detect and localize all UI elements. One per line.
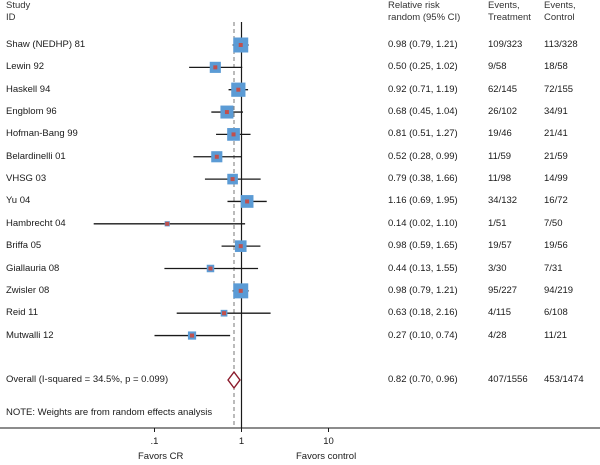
study-name: Yu 04	[6, 195, 31, 207]
study-events-control: 18/58	[544, 61, 568, 73]
header-study: Study ID	[6, 0, 30, 23]
study-ci-text: 0.44 (0.13, 1.55)	[388, 262, 458, 274]
header-events-control: Events, Control	[544, 0, 576, 23]
header-evt-line1: Events,	[488, 0, 520, 11]
study-ci-text: 0.98 (0.79, 1.21)	[388, 284, 458, 296]
favors-control-label: Favors control	[296, 451, 357, 462]
study-point-estimate	[231, 132, 236, 137]
study-events-treatment: 9/58	[488, 61, 507, 73]
x-axis-tick-label: 10	[323, 436, 334, 447]
study-events-treatment: 109/323	[488, 39, 523, 50]
study-events-treatment: 11/59	[488, 150, 512, 162]
study-events-treatment: 34/132	[488, 195, 518, 207]
study-point-estimate	[238, 43, 243, 47]
study-point-estimate	[238, 288, 243, 293]
study-events-control: 14/99	[544, 173, 568, 185]
study-point-estimate	[165, 221, 170, 226]
study-ci-text: 0.63 (0.18, 2.16)	[388, 307, 458, 319]
study-ci-text: 0.50 (0.25, 1.02)	[388, 61, 458, 73]
header-rr-line2: random (95% CI)	[388, 11, 461, 23]
study-name: Lewin 92	[6, 61, 45, 73]
study-events-treatment: 62/145	[488, 83, 518, 95]
study-name: Haskell 94	[6, 83, 51, 95]
study-ci-text: 0.27 (0.10, 0.74)	[388, 329, 458, 341]
study-events-control: 113/328	[544, 39, 578, 50]
study-events-treatment: 11/98	[488, 173, 512, 185]
study-events-treatment: 26/102	[488, 106, 518, 118]
study-name: Reid 11	[6, 307, 39, 319]
study-name: Briffa 05	[6, 240, 42, 252]
header-evc-line1: Events,	[544, 0, 576, 11]
study-events-control: 34/91	[544, 106, 568, 118]
study-point-estimate	[213, 65, 218, 70]
study-ci-text: 1.16 (0.69, 1.95)	[388, 195, 458, 207]
study-events-control: 16/72	[544, 195, 568, 207]
study-name: VHSG 03	[6, 173, 47, 185]
study-events-treatment: 19/46	[488, 128, 512, 140]
study-ci-text: 0.79 (0.38, 1.66)	[388, 173, 458, 185]
study-point-estimate	[190, 333, 195, 338]
x-axis-tick-label: 1	[239, 436, 244, 447]
study-events-control: 19/56	[544, 240, 568, 252]
header-evc-line2: Control	[544, 11, 575, 23]
study-ci-text: 0.14 (0.02, 1.10)	[388, 217, 458, 229]
study-events-treatment: 1/51	[488, 217, 507, 229]
study-name: Belardinelli 01	[6, 150, 66, 162]
weights-note: NOTE: Weights are from random effects an…	[6, 407, 213, 418]
overall-events-control: 453/1474	[544, 374, 584, 385]
study-point-estimate	[236, 87, 241, 92]
study-events-control: 7/50	[544, 217, 563, 229]
overall-diamond	[227, 370, 241, 390]
overall-label: Overall (I-squared = 34.5%, p = 0.099)	[6, 374, 169, 385]
study-name: Hofman-Bang 99	[6, 128, 78, 140]
study-events-control: 7/31	[544, 262, 563, 274]
header-events-treatment: Events, Treatment	[488, 0, 531, 23]
study-point-estimate	[245, 199, 250, 204]
study-events-control: 6/108	[544, 307, 568, 319]
study-events-treatment: 4/28	[488, 329, 507, 341]
x-axis-tick-label: .1	[151, 436, 159, 447]
study-events-control: 94/219	[544, 284, 574, 296]
study-name: Hambrecht 04	[6, 217, 66, 229]
study-point-estimate	[208, 266, 213, 271]
study-name: Giallauria 08	[6, 262, 60, 274]
overall-ci-text: 0.82 (0.70, 0.96)	[388, 374, 458, 385]
header-evt-line2: Treatment	[488, 11, 531, 23]
study-ci-text: 0.98 (0.59, 1.65)	[388, 240, 458, 252]
study-events-control: 21/41	[544, 128, 568, 140]
study-point-estimate	[230, 177, 235, 182]
study-ci-text: 0.68 (0.45, 1.04)	[388, 106, 458, 118]
study-point-estimate	[238, 244, 243, 249]
study-events-treatment: 4/115	[488, 307, 512, 319]
overall-events-treatment: 407/1556	[488, 374, 528, 385]
study-ci-text: 0.52 (0.28, 0.99)	[388, 150, 458, 162]
study-events-control: 72/155	[544, 83, 574, 95]
favors-cr-label: Favors CR	[138, 451, 184, 462]
study-point-estimate	[214, 154, 219, 159]
study-events-control: 21/59	[544, 150, 568, 162]
study-name: Engblom 96	[6, 106, 57, 118]
header-study-line1: Study	[6, 0, 31, 11]
study-events-treatment: 95/227	[488, 284, 518, 296]
study-name: Mutwalli 12	[6, 329, 54, 341]
study-events-treatment: 19/57	[488, 240, 512, 252]
study-ci-text: 0.98 (0.79, 1.21)	[388, 39, 458, 50]
study-point-estimate	[224, 110, 229, 115]
study-ci-text: 0.81 (0.51, 1.27)	[388, 128, 458, 140]
study-events-treatment: 3/30	[488, 262, 507, 274]
study-events-control: 11/21	[544, 329, 568, 341]
header-relative-risk: Relative risk random (95% CI)	[388, 0, 460, 23]
study-ci-text: 0.92 (0.71, 1.19)	[388, 83, 458, 95]
header-study-line2: ID	[6, 11, 16, 23]
study-point-estimate	[222, 311, 227, 316]
study-name: Zwisler 08	[6, 284, 50, 296]
study-name: Shaw (NEDHP) 81	[6, 39, 86, 50]
header-rr-line1: Relative risk	[388, 0, 440, 11]
